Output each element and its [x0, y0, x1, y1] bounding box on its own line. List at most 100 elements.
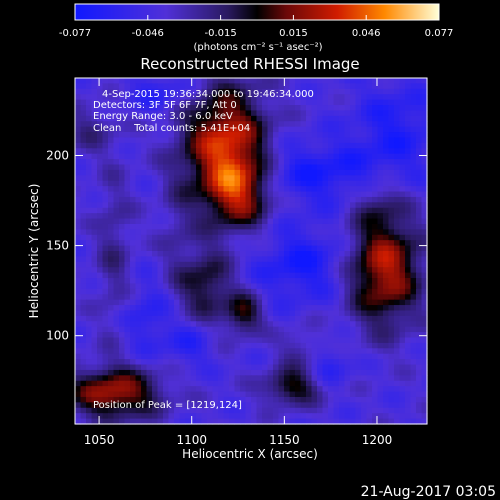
heatmap-cell — [207, 413, 214, 420]
heatmap-cell — [388, 191, 395, 198]
heatmap-cell — [130, 202, 137, 209]
heatmap-cell — [185, 78, 192, 85]
heatmap-cell — [306, 94, 313, 101]
heatmap-cell — [251, 348, 258, 355]
heatmap-cell — [174, 364, 181, 371]
heatmap-cell — [113, 223, 120, 230]
heatmap-cell — [388, 175, 395, 182]
heatmap-cell — [383, 294, 390, 301]
heatmap-cell — [245, 240, 252, 247]
heatmap-cell — [421, 299, 428, 306]
heatmap-cell — [262, 88, 269, 95]
heatmap-cell — [229, 396, 236, 403]
heatmap-cell — [372, 115, 379, 122]
heatmap-cell — [119, 137, 126, 144]
heatmap-cell — [295, 164, 302, 171]
x-tick-label: 1200 — [362, 433, 393, 447]
heatmap-cell — [410, 407, 417, 414]
heatmap-cell — [168, 332, 175, 339]
heatmap-cell — [416, 407, 423, 414]
heatmap-cell — [366, 386, 373, 393]
heatmap-cell — [256, 315, 263, 322]
heatmap-cell — [185, 272, 192, 279]
heatmap-cell — [229, 407, 236, 414]
heatmap-cell — [350, 191, 357, 198]
heatmap-cell — [245, 94, 252, 101]
heatmap-cell — [190, 175, 197, 182]
heatmap-cell — [91, 321, 98, 328]
heatmap-cell — [361, 245, 368, 252]
heatmap-cell — [311, 196, 318, 203]
heatmap-cell — [130, 94, 137, 101]
heatmap-cell — [273, 321, 280, 328]
heatmap-cell — [234, 207, 241, 214]
heatmap-cell — [311, 299, 318, 306]
heatmap-cell — [146, 159, 153, 166]
heatmap-cell — [256, 359, 263, 366]
heatmap-cell — [179, 234, 186, 241]
heatmap-cell — [190, 310, 197, 317]
heatmap-cell — [229, 342, 236, 349]
heatmap-cell — [256, 126, 263, 133]
heatmap-cell — [300, 272, 307, 279]
heatmap-cell — [394, 315, 401, 322]
heatmap-cell — [185, 196, 192, 203]
heatmap-cell — [80, 191, 87, 198]
heatmap-cell — [108, 245, 115, 252]
heatmap-cell — [377, 78, 384, 85]
heatmap-cell — [113, 121, 120, 128]
heatmap-cell — [212, 175, 219, 182]
heatmap-cell — [240, 169, 247, 176]
heatmap-cell — [86, 407, 93, 414]
heatmap-cell — [421, 261, 428, 268]
heatmap-cell — [295, 148, 302, 155]
heatmap-cell — [267, 375, 274, 382]
heatmap-cell — [146, 348, 153, 355]
heatmap-cell — [333, 121, 340, 128]
heatmap-cell — [410, 364, 417, 371]
heatmap-cell — [262, 261, 269, 268]
heatmap-cell — [306, 142, 313, 149]
heatmap-cell — [388, 353, 395, 360]
heatmap-cell — [328, 386, 335, 393]
heatmap-cell — [223, 326, 230, 333]
heatmap-cell — [278, 132, 285, 139]
heatmap-cell — [322, 288, 329, 295]
heatmap-cell — [317, 294, 324, 301]
heatmap-cell — [245, 321, 252, 328]
heatmap-cell — [410, 159, 417, 166]
heatmap-cell — [262, 137, 269, 144]
heatmap-cell — [262, 180, 269, 187]
heatmap-cell — [86, 364, 93, 371]
heatmap-cell — [146, 294, 153, 301]
heatmap-cell — [350, 299, 357, 306]
heatmap-cell — [300, 153, 307, 160]
heatmap-cell — [135, 164, 142, 171]
heatmap-cell — [97, 359, 104, 366]
heatmap-cell — [185, 348, 192, 355]
heatmap-cell — [300, 126, 307, 133]
heatmap-cell — [372, 299, 379, 306]
heatmap-cell — [311, 375, 318, 382]
heatmap-cell — [355, 251, 362, 258]
heatmap-cell — [135, 207, 142, 214]
heatmap-cell — [394, 164, 401, 171]
heatmap-cell — [284, 245, 291, 252]
heatmap-cell — [355, 169, 362, 176]
heatmap-cell — [141, 115, 148, 122]
heatmap-cell — [322, 207, 329, 214]
heatmap-cell — [388, 278, 395, 285]
heatmap-cell — [262, 407, 269, 414]
heatmap-cell — [306, 132, 313, 139]
heatmap-cell — [146, 115, 153, 122]
heatmap-cell — [284, 413, 291, 420]
heatmap-cell — [196, 251, 203, 258]
heatmap-cell — [190, 353, 197, 360]
heatmap-cell — [157, 78, 164, 85]
heatmap-cell — [399, 191, 406, 198]
heatmap-cell — [190, 364, 197, 371]
heatmap-cell — [306, 310, 313, 317]
heatmap-cell — [108, 407, 115, 414]
heatmap-cell — [416, 137, 423, 144]
heatmap-cell — [190, 126, 197, 133]
